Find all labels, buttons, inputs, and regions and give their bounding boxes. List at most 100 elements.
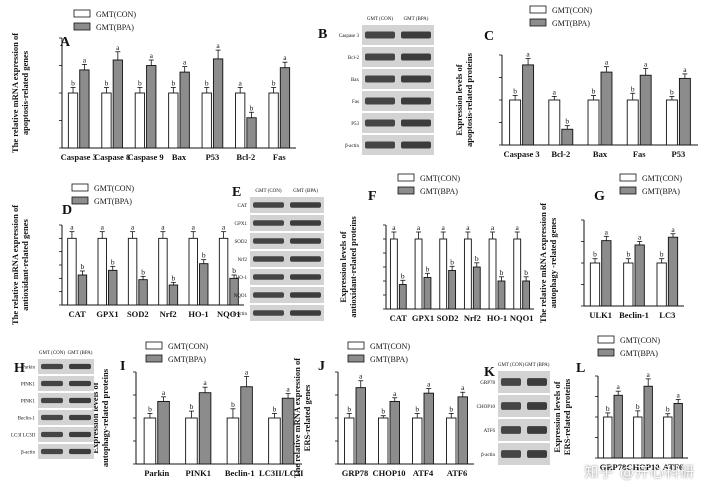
blot-band-H-5-1 bbox=[69, 448, 91, 455]
blot-band-B-4-1 bbox=[401, 119, 431, 127]
x-tick-label-F-2: SOD2 bbox=[437, 313, 459, 323]
bar-D-5-0 bbox=[218, 237, 229, 306]
panel-label-E: E bbox=[232, 185, 241, 200]
sig-letter-A-3-1: a bbox=[183, 58, 187, 67]
blot-band-B-0-0 bbox=[365, 31, 395, 39]
western-blot-H: H GMT (CON) GMT (BPA) Parkin PINK1 PINK1 Becli… bbox=[11, 351, 94, 459]
legend-swatch-F-0 bbox=[397, 173, 415, 182]
blot-lane-E-5 bbox=[250, 287, 324, 303]
y-axis-label-F: antioxidant-related proteins bbox=[348, 216, 358, 318]
sig-letter-L-1-0: b bbox=[636, 402, 640, 411]
bar-C-0-0 bbox=[509, 99, 522, 146]
bar-D-1-0 bbox=[97, 237, 107, 306]
sig-letter-A-3-0: b bbox=[171, 79, 175, 88]
bar-C-4-1 bbox=[678, 77, 691, 146]
sig-letter-I-1-0: b bbox=[190, 402, 194, 411]
blot-band-E-6-1 bbox=[290, 310, 321, 316]
blot-lane-E-0 bbox=[250, 197, 324, 213]
blot-row-label-E-0: CAT bbox=[238, 204, 247, 209]
sig-letter-J-2-1: a bbox=[427, 380, 431, 389]
blot-band-B-1-1 bbox=[401, 53, 431, 61]
bar-D-3-0 bbox=[158, 237, 168, 306]
x-tick-label-J-1: CHOP10 bbox=[372, 468, 405, 478]
blot-row-label-E-3: Nrf2 bbox=[238, 258, 248, 263]
legend-label-J-1: GMT(BPA) bbox=[370, 355, 408, 364]
x-tick-label-F-5: NQO1 bbox=[510, 313, 534, 323]
sig-letter-I-3-1: a bbox=[286, 385, 290, 394]
y-axis-label-I: Expression levels of bbox=[90, 382, 100, 453]
bar-I-1-1 bbox=[198, 392, 212, 465]
blot-row-label-E-4: HO-1 bbox=[236, 276, 248, 281]
chart-G: G GMT(CON) GMT(BPA) The relative mRNA expre… bbox=[538, 173, 684, 323]
sig-letter-A-1-0: b bbox=[105, 79, 109, 88]
x-tick-label-L-1: CHOP10 bbox=[626, 462, 659, 472]
x-tick-label-I-0: Parkin bbox=[144, 468, 169, 478]
legend-label-G-0: GMT(CON) bbox=[642, 174, 682, 183]
legend-label-C-1: GMT(BPA) bbox=[552, 19, 590, 28]
x-tick-label-C-1: Bcl-2 bbox=[551, 149, 570, 159]
legend-swatch-A-1 bbox=[73, 22, 91, 31]
blot-band-K-3-0 bbox=[501, 450, 521, 458]
sig-letter-F-5-0: a bbox=[516, 223, 520, 232]
bar-F-0-0 bbox=[389, 238, 398, 310]
blot-band-E-6-0 bbox=[253, 310, 284, 316]
blot-band-H-0-1 bbox=[69, 363, 91, 370]
legend-swatch-I-0 bbox=[145, 341, 163, 350]
bar-C-3-0 bbox=[626, 99, 639, 146]
sig-letter-C-2-1: a bbox=[605, 58, 609, 67]
blot-row-label-B-3: Fas bbox=[352, 100, 359, 105]
sig-letter-D-2-1: b bbox=[141, 267, 145, 276]
blot-header-K-1: GMT (BPA) bbox=[525, 363, 550, 368]
sig-letter-I-2-1: a bbox=[245, 368, 249, 377]
bar-F-2-0 bbox=[439, 238, 448, 310]
legend-label-D-0: GMT(CON) bbox=[94, 184, 134, 193]
x-tick-label-A-4: P53 bbox=[206, 152, 220, 162]
blot-band-E-1-1 bbox=[290, 220, 321, 226]
blot-band-B-2-0 bbox=[365, 75, 395, 83]
blot-band-H-1-0 bbox=[41, 380, 63, 387]
blot-band-H-5-0 bbox=[41, 448, 63, 455]
legend-label-A-1: GMT(BPA) bbox=[96, 23, 134, 32]
sig-letter-L-0-0: b bbox=[606, 404, 610, 413]
y-axis-label-G: The relative mRNA expression of bbox=[538, 203, 548, 323]
blot-band-B-2-1 bbox=[401, 75, 431, 83]
bar-L-1-0 bbox=[633, 416, 643, 459]
x-tick-label-L-2: ATF6 bbox=[663, 462, 684, 472]
x-tick-label-D-3: Nrf2 bbox=[160, 309, 177, 319]
x-tick-label-I-3: LC3II/LC3I bbox=[259, 468, 304, 478]
blot-band-E-5-0 bbox=[253, 292, 284, 298]
legend-swatch-A-0 bbox=[73, 9, 91, 18]
blot-lane-E-6 bbox=[250, 305, 324, 321]
sig-letter-A-4-0: b bbox=[205, 79, 209, 88]
blot-lane-H-5 bbox=[38, 444, 94, 459]
legend-label-L-0: GMT(CON) bbox=[620, 336, 660, 345]
x-tick-label-J-2: ATF4 bbox=[413, 468, 434, 478]
bar-F-4-1 bbox=[497, 280, 506, 310]
blot-band-B-3-0 bbox=[365, 97, 395, 105]
blot-row-label-B-0: Caspase 3 bbox=[339, 34, 360, 39]
sig-letter-F-5-1: b bbox=[524, 268, 528, 277]
legend-label-G-1: GMT(BPA) bbox=[642, 187, 680, 196]
sig-letter-A-2-0: b bbox=[138, 79, 142, 88]
panel-label-K: K bbox=[484, 365, 495, 380]
blot-band-B-1-0 bbox=[365, 53, 395, 61]
legend-label-L-1: GMT(BPA) bbox=[620, 349, 658, 358]
bar-L-2-0 bbox=[663, 416, 673, 459]
sig-letter-G-1-0: b bbox=[626, 250, 630, 259]
blot-row-label-B-2: Bax bbox=[351, 78, 360, 83]
western-blot-B: B GMT (CON) GMT (BPA) Caspase 3 Bcl-2 Bax Fas P… bbox=[318, 17, 434, 155]
blot-row-label-H-1: PINK1 bbox=[21, 383, 36, 388]
legend-swatch-D-0 bbox=[71, 183, 89, 192]
y-axis-label-L: Expression levels of bbox=[552, 381, 562, 452]
x-tick-label-C-0: Caspase 3 bbox=[504, 149, 540, 159]
sig-letter-A-6-1: a bbox=[283, 53, 287, 62]
panel-label-J: J bbox=[318, 359, 325, 374]
chart-I: I GMT(CON) GMT(BPA) Expression levels of aut… bbox=[90, 341, 304, 478]
x-tick-label-D-4: HO-1 bbox=[188, 309, 208, 319]
panel-label-H: H bbox=[14, 361, 25, 376]
sig-letter-L-2-0: b bbox=[666, 405, 670, 414]
bar-F-5-0 bbox=[513, 238, 522, 310]
blot-lane-K-2 bbox=[498, 419, 550, 441]
blot-lane-H-0 bbox=[38, 359, 94, 374]
